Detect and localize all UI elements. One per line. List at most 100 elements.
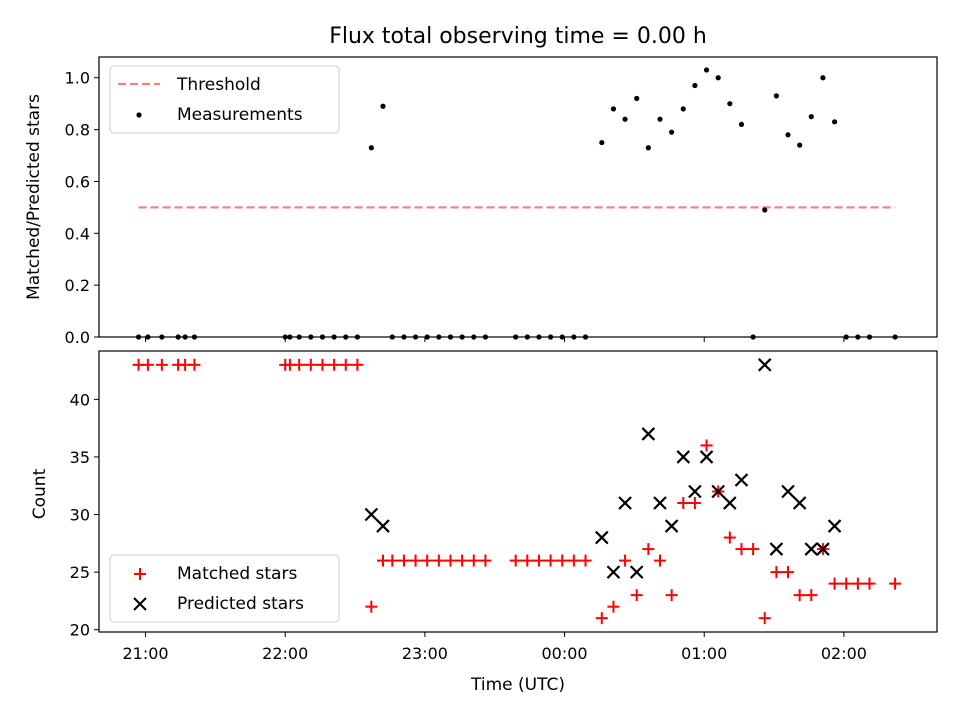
matched-star-point (188, 358, 201, 371)
matched-star-point (304, 358, 317, 371)
matched-star-point (365, 600, 378, 613)
predicted-star-point (781, 484, 795, 499)
matched-star-point (889, 577, 902, 590)
x-tick-label: 02:00 (821, 644, 867, 663)
y-tick-label-top: 0.2 (65, 276, 90, 295)
matched-star-point (840, 577, 853, 590)
measurement-point (808, 114, 814, 120)
matched-star-point (630, 589, 643, 602)
matched-star-point (316, 358, 329, 371)
bottom-x-ticks: 21:00 22:00 23:00 00:00 01:00 02:00 (123, 632, 867, 663)
legend-measurements-swatch (136, 112, 142, 118)
bottom-legend: Matched stars Predicted stars (109, 554, 340, 623)
predicted-star-point (664, 519, 679, 533)
predicted-star-point (769, 542, 784, 556)
predicted-star-point (629, 565, 644, 579)
matched-star-point (642, 543, 655, 556)
matched-star-point (653, 554, 666, 567)
measurement-point (703, 67, 710, 73)
matched-star-point (421, 554, 434, 567)
matched-star-point (851, 577, 864, 590)
measurement-point (680, 106, 686, 112)
matched-star-point (509, 554, 522, 567)
matched-star-point (293, 358, 306, 371)
x-tick-label: 21:00 (123, 644, 169, 663)
measurement-point (820, 75, 826, 81)
matched-star-point (409, 554, 422, 567)
x-tick-label: 23:00 (402, 644, 448, 663)
legend-measurements-label: Measurements (177, 105, 303, 125)
measurement-point (634, 95, 640, 102)
y-tick-label-bottom: 20 (70, 621, 90, 640)
top-y-ticks: 0.0 0.2 0.4 0.6 0.8 1.0 (65, 69, 99, 347)
measurement-point (368, 145, 374, 151)
measurement-point (669, 129, 675, 135)
predicted-star-point (723, 496, 737, 510)
top-legend-box (109, 65, 340, 134)
matched-star-point (747, 543, 760, 556)
bottom-axes-frame (98, 350, 938, 633)
measurement-point (692, 82, 698, 89)
matched-star-point (479, 554, 492, 567)
matched-star-point (567, 554, 580, 567)
legend-predicted-swatch (133, 597, 147, 611)
matched-star-point (723, 531, 736, 544)
predicted-star-point (757, 358, 772, 372)
x-tick-label: 22:00 (262, 644, 308, 663)
matched-star-point (556, 554, 569, 567)
predicted-star-point (816, 542, 830, 556)
x-tick-label: 00:00 (542, 644, 588, 663)
bottom-y-axis-label: Count (30, 468, 50, 519)
predicted-star-point (804, 542, 819, 556)
legend-matched-label: Matched stars (177, 564, 297, 584)
matched-star-point (595, 612, 608, 625)
measurement-point (773, 93, 779, 99)
y-tick-label-top: 0.4 (65, 224, 90, 243)
top-axes-frame (98, 56, 938, 338)
matched-star-point (700, 439, 713, 452)
matched-star-point (467, 554, 480, 567)
measurement-point (762, 207, 768, 213)
y-tick-label-bottom: 30 (70, 506, 90, 525)
measurement-point (645, 145, 651, 151)
predicted-star-point (792, 496, 807, 510)
measurement-point (599, 139, 605, 146)
matched-star-point (141, 358, 154, 371)
matched-star-point (805, 589, 818, 602)
matched-star-point (665, 589, 678, 602)
legend-threshold-label: Threshold (176, 75, 261, 95)
top-legend: Threshold Measurements (109, 65, 340, 134)
measurement-point (727, 101, 733, 107)
predicted-star-point (653, 496, 667, 510)
measurement-point (831, 119, 838, 125)
y-tick-label-top: 1.0 (65, 69, 90, 88)
chart-title: Flux total observing time = 0.00 h (329, 24, 707, 49)
matched-star-point (619, 554, 632, 567)
predicted-star-point (606, 565, 621, 579)
matched-star-point (579, 554, 592, 567)
y-tick-label-bottom: 25 (70, 563, 90, 582)
matched-star-point (521, 554, 534, 567)
predicted-star-point (364, 507, 379, 522)
legend-predicted-label: Predicted stars (177, 594, 304, 614)
y-tick-label-top: 0.0 (65, 328, 90, 347)
legend-matched-swatch (134, 568, 146, 580)
bottom-legend-box (109, 554, 340, 623)
matched-star-point (532, 554, 545, 567)
y-tick-label-top: 0.8 (65, 121, 90, 140)
measurement-point (610, 106, 617, 112)
matched-star-point (607, 600, 620, 613)
matched-star-point (155, 358, 168, 371)
matched-star-point (397, 554, 410, 567)
matched-star-point (688, 497, 701, 510)
predicted-star-point (827, 519, 842, 533)
matched-star-point (432, 554, 445, 567)
x-tick-label: 01:00 (681, 644, 727, 663)
matched-star-point (770, 566, 783, 579)
top-y-axis-label: Matched/Predicted stars (24, 94, 44, 300)
predicted-star-point (711, 484, 725, 499)
measurement-point (715, 75, 721, 81)
top-panel: 0.0 0.2 0.4 0.6 0.8 1.0 Matched/Predicted sta… (24, 56, 938, 347)
matched-star-point (677, 497, 690, 510)
y-tick-label-bottom: 35 (70, 448, 90, 467)
